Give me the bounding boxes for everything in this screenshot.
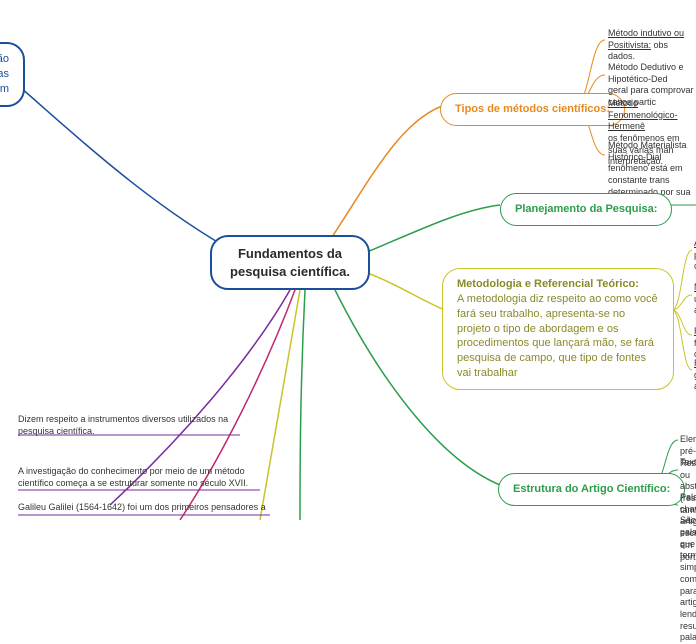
branch-estrutura-title: Estrutura do Artigo Científico: [513, 483, 670, 495]
bottom-left-text-1: A investigação do conhecimento por meio … [18, 466, 268, 489]
tipos-leaf-0: Método indutivo ou Positivista: obsdados… [608, 28, 696, 63]
top-left-node[interactable]: são las em [0, 42, 25, 107]
branch-metodologia-body: A metodologia diz respeito ao como você … [457, 292, 659, 381]
bottom-left-text-0: Dizem respeito a instrumentos diversos u… [18, 414, 248, 437]
bottom-left-text-2: Galileu Galilei (1564-1642) foi um dos p… [18, 502, 266, 514]
branch-tipos-title: Tipos de métodos científicos: [455, 103, 610, 115]
branch-metodologia-title: Metodologia e Referencial Teórico: [457, 277, 659, 292]
center-node[interactable]: Fundamentos da pesquisa científica. [210, 235, 370, 290]
branch-metodologia[interactable]: Metodologia e Referencial Teórico: A met… [442, 268, 674, 390]
branch-planejamento-title: Planejamento da Pesquisa: [515, 203, 657, 215]
branch-estrutura[interactable]: Estrutura do Artigo Científico: [498, 473, 685, 506]
branch-tipos[interactable]: Tipos de métodos científicos: [440, 93, 625, 126]
branch-planejamento[interactable]: Planejamento da Pesquisa: [500, 193, 672, 226]
estrutura-leaf-2: Palavras-chave. São palavras que e termo… [680, 492, 696, 644]
